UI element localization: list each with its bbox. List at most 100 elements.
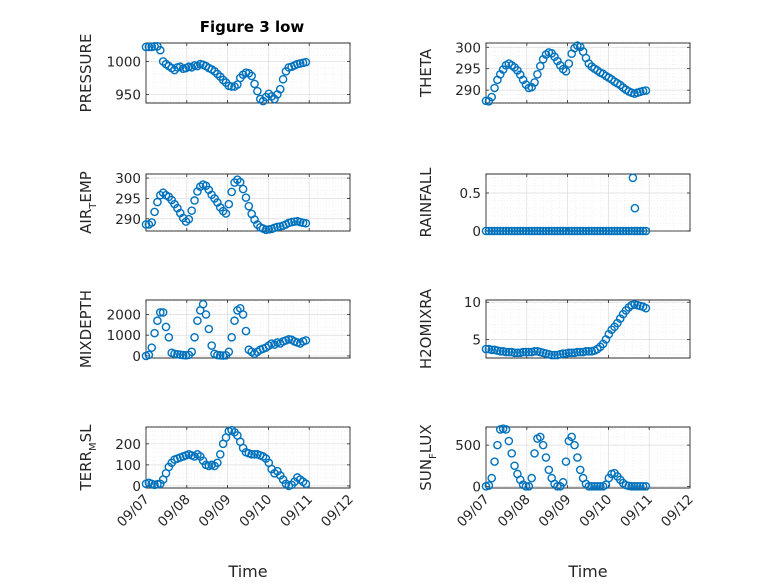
subplot-air-temp: 290 295 300 AIRTEMP xyxy=(77,171,351,235)
data-point xyxy=(250,79,259,89)
data-point xyxy=(198,299,208,309)
data-point xyxy=(235,177,245,187)
data-point xyxy=(521,482,531,491)
data-series xyxy=(481,424,651,491)
data-point xyxy=(510,461,519,471)
data-point xyxy=(564,348,574,358)
data-point xyxy=(498,226,508,236)
data-point xyxy=(570,440,579,450)
data-point xyxy=(301,479,311,489)
data-point xyxy=(533,69,542,79)
subplot-rainfall: 0 0.5 RAINFALL xyxy=(417,167,691,240)
data-point xyxy=(641,482,651,491)
data-point xyxy=(521,226,531,236)
data-point xyxy=(527,473,536,483)
data-point xyxy=(550,350,559,360)
data-point xyxy=(635,226,645,236)
y-axis-label: RAINFALL xyxy=(417,167,435,238)
data-point xyxy=(630,226,639,236)
data-point xyxy=(513,348,522,358)
axes-box xyxy=(145,299,351,359)
data-point xyxy=(184,214,194,224)
data-point xyxy=(301,336,311,345)
y-tick-label: 0 xyxy=(472,224,481,240)
y-tick-label: 300 xyxy=(455,40,481,56)
data-point xyxy=(553,226,562,236)
data-point xyxy=(573,453,582,462)
data-point xyxy=(501,347,511,357)
data-point xyxy=(275,84,285,94)
data-point xyxy=(530,78,539,87)
data-point xyxy=(221,209,231,218)
x-tick-label: 09/10 xyxy=(236,492,275,531)
y-tick-label: 0 xyxy=(132,479,141,495)
data-point xyxy=(504,347,514,357)
data-point xyxy=(547,350,556,360)
x-tick-label: 09/11 xyxy=(277,492,316,531)
y-axis-label: MIXDEPTH xyxy=(77,290,95,368)
data-point xyxy=(224,199,234,209)
data-point xyxy=(253,86,262,96)
data-point xyxy=(635,482,645,491)
data-point xyxy=(190,332,199,342)
data-point xyxy=(567,226,576,236)
data-point xyxy=(493,440,502,450)
figure-title: Figure 3 low xyxy=(200,18,305,36)
data-point xyxy=(227,82,236,91)
data-series xyxy=(141,299,311,361)
data-point xyxy=(227,332,236,342)
data-point xyxy=(584,347,594,356)
data-point xyxy=(610,226,619,236)
data-point xyxy=(153,197,162,207)
x-axis-label: Time xyxy=(567,562,607,581)
data-point xyxy=(573,226,582,236)
data-point xyxy=(598,226,608,236)
data-point xyxy=(530,347,539,356)
data-point xyxy=(627,482,636,491)
data-point xyxy=(567,432,576,442)
data-point xyxy=(641,226,651,236)
data-point xyxy=(158,308,168,317)
data-point xyxy=(593,226,602,236)
y-tick-label: 300 xyxy=(115,171,141,187)
x-tick-label: 09/07 xyxy=(454,492,493,531)
data-point xyxy=(555,226,565,236)
data-point xyxy=(250,450,259,459)
data-point xyxy=(487,345,497,355)
data-point xyxy=(550,226,559,236)
data-point xyxy=(530,226,539,236)
data-point xyxy=(590,226,599,236)
y-tick-label: 290 xyxy=(455,83,481,99)
data-series xyxy=(141,425,311,491)
y-tick-label: 295 xyxy=(455,62,481,78)
data-point xyxy=(587,482,596,491)
y-tick-label: 500 xyxy=(455,438,481,454)
data-point xyxy=(575,347,585,357)
x-tick-label: 09/11 xyxy=(617,492,656,531)
data-point xyxy=(615,226,625,236)
data-point xyxy=(578,226,588,236)
data-point xyxy=(487,226,497,236)
data-series xyxy=(141,41,311,106)
data-point xyxy=(213,458,222,468)
data-point xyxy=(524,226,534,236)
data-point xyxy=(204,324,214,334)
data-point xyxy=(153,316,162,326)
data-point xyxy=(187,347,196,357)
data-point xyxy=(544,226,554,236)
data-point xyxy=(570,226,579,236)
data-point xyxy=(618,226,628,236)
data-point xyxy=(241,193,251,202)
y-axis-label: H2OMIXRA xyxy=(417,288,435,369)
axes-box xyxy=(145,42,351,104)
subplot-h2omixra: 5 10 H2OMIXRA xyxy=(417,288,691,369)
data-point xyxy=(238,310,248,319)
data-point xyxy=(535,432,545,442)
data-point xyxy=(633,226,642,236)
data-point xyxy=(144,42,154,52)
data-point xyxy=(487,92,497,102)
x-tick-label: 09/12 xyxy=(658,492,697,531)
data-point xyxy=(575,465,585,475)
data-point xyxy=(481,344,491,354)
